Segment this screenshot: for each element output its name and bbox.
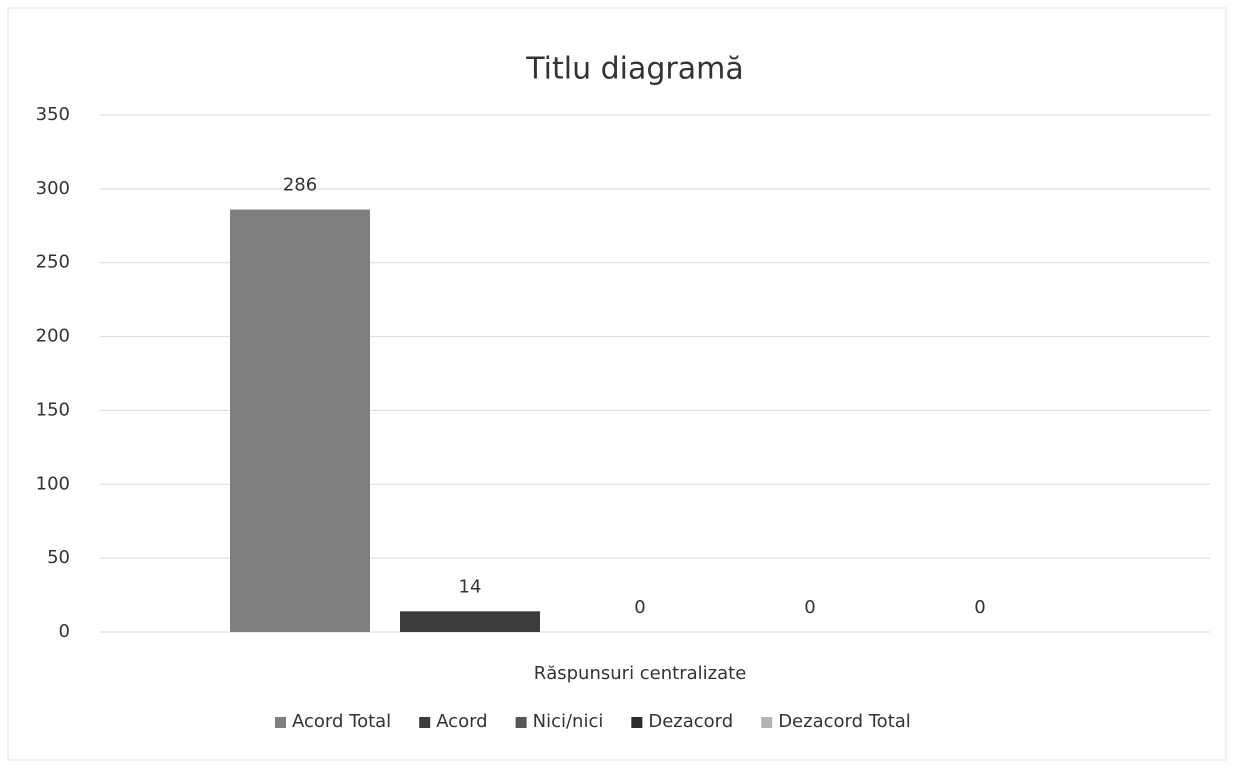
bar [230, 209, 370, 632]
bar [400, 611, 540, 632]
y-tick-label: 150 [36, 399, 70, 420]
legend-swatch [275, 717, 286, 728]
legend-label: Acord [436, 711, 487, 732]
chart-title: Titlu diagramă [525, 52, 744, 87]
legend-swatch [761, 717, 773, 728]
y-tick-label: 300 [36, 178, 70, 199]
y-tick-label: 100 [36, 473, 70, 494]
legend-swatch [631, 717, 643, 728]
legend-swatch [515, 717, 527, 728]
y-tick-label: 50 [47, 547, 70, 568]
data-label: 0 [804, 597, 815, 618]
data-label: 286 [283, 175, 317, 196]
legend-label: Dezacord [648, 711, 733, 732]
y-tick-label: 0 [59, 621, 70, 642]
legend-swatch [419, 717, 431, 728]
legend-label: Dezacord Total [778, 711, 911, 732]
x-tick-label: Răspunsuri centralizate [534, 663, 747, 684]
data-label: 0 [974, 597, 985, 618]
data-label: 0 [634, 597, 645, 618]
chart-frame [7, 7, 1227, 761]
y-tick-label: 350 [36, 104, 70, 125]
legend-label: Nici/nici [533, 711, 604, 732]
legend-label: Acord Total [292, 711, 391, 732]
data-label: 14 [459, 576, 482, 597]
y-tick-label: 200 [36, 326, 70, 347]
y-tick-label: 250 [36, 252, 70, 273]
